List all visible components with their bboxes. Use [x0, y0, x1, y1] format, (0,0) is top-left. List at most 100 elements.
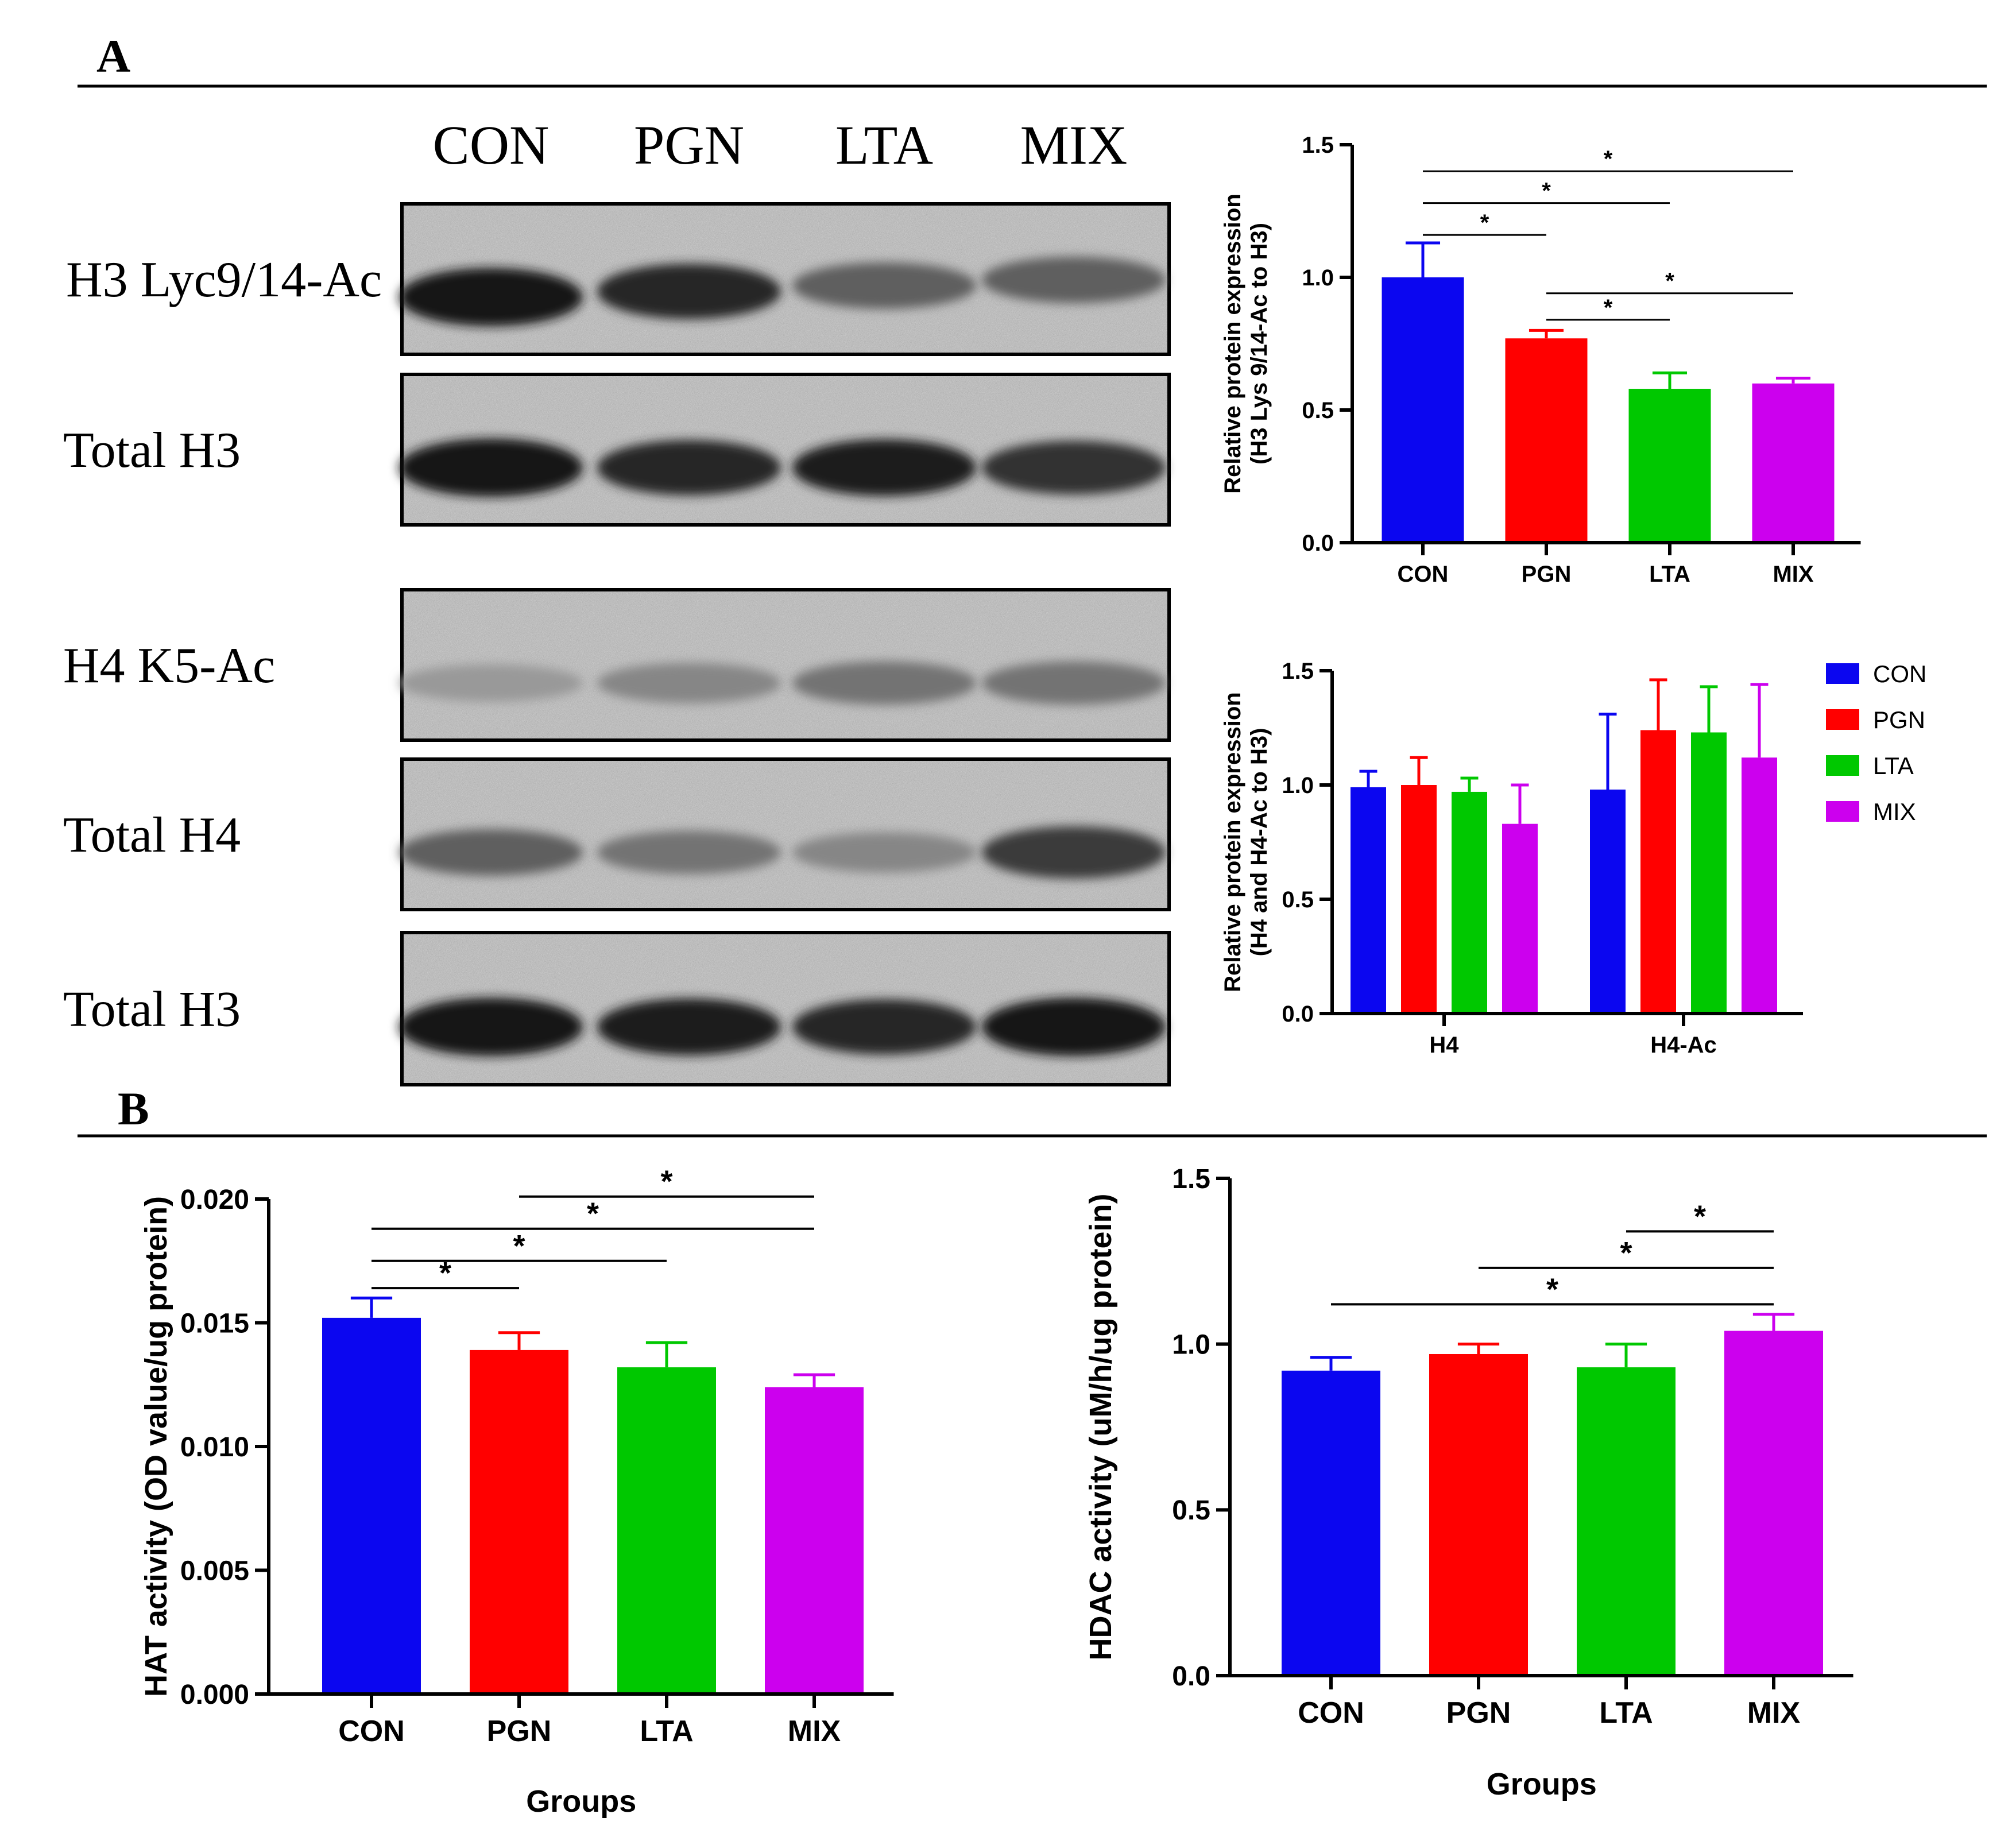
x-category-label: CON [1298, 1696, 1364, 1730]
blot-band [399, 997, 583, 1057]
significance-star: * [1604, 295, 1613, 320]
y-tick-label: 0.5 [1172, 1495, 1210, 1526]
blot-band [597, 998, 781, 1055]
y-tick-label: 0.005 [180, 1556, 249, 1586]
significance-star: * [587, 1197, 599, 1231]
bar-lta-h4 [1452, 791, 1487, 1014]
y-tick-label: 1.0 [1282, 773, 1314, 798]
bar-con-h4 [1351, 787, 1386, 1014]
bar-mix [1724, 1331, 1823, 1676]
blot-band [982, 440, 1166, 495]
blot-lane-label: PGN [634, 114, 744, 176]
panel-b-label: B [118, 1082, 149, 1135]
x-category-label: LTA [640, 1715, 693, 1748]
x-category-label: PGN [1522, 562, 1572, 587]
y-tick-label: 1.0 [1302, 265, 1334, 291]
significance-star: * [1542, 179, 1551, 204]
blot-band [399, 664, 583, 702]
x-category-label: H4 [1429, 1032, 1459, 1058]
western-blot: CON PGN LTA MIX H3 Lyc9/14-Ac Total H3 H4 K5-A… [63, 114, 1171, 1086]
blot-band [792, 661, 976, 705]
chart-h4-expression: 0.0 0.5 1.0 1.5 H4 H4-Ac Relative protein expr… [1220, 659, 1926, 1058]
blot-row-label: H4 K5-Ac [63, 638, 275, 694]
bar-lta [1577, 1367, 1676, 1676]
blot-band [982, 257, 1166, 303]
blot-row-label: H3 Lyc9/14-Ac [66, 252, 382, 308]
blot-band [597, 440, 781, 496]
blot-band [597, 830, 781, 875]
y-tick-label: 0.020 [180, 1185, 249, 1215]
blot-band [399, 438, 583, 497]
x-category-label: LTA [1649, 562, 1690, 587]
significance-star: * [439, 1256, 451, 1290]
blot-band [792, 832, 976, 873]
blot-lane-label: MIX [1020, 114, 1128, 176]
bar-pgn-h4 [1401, 785, 1437, 1014]
significance-star: * [1480, 210, 1489, 235]
chart-hdac-activity: 0.0 0.5 1.0 1.5 CON PGN LTA MIX * * * HDAC activity… [1084, 1164, 1854, 1801]
legend-swatch-con [1826, 663, 1859, 684]
bar-lta-h4-ac [1691, 732, 1727, 1014]
y-tick-label: 0.015 [180, 1308, 249, 1339]
blot-band [792, 262, 976, 309]
y-axis-label-line2: (H3 Lys 9/14-Ac to H3) [1247, 223, 1272, 465]
legend-label: MIX [1873, 798, 1916, 825]
blot-row-label: Total H3 [63, 982, 241, 1038]
chart-hat-activity: 0.000 0.005 0.010 0.015 0.020 CON PGN LTA MIX * * *… [139, 1165, 894, 1819]
bar-mix-h4-ac [1742, 757, 1777, 1014]
significance-star: * [660, 1165, 672, 1199]
legend-swatch-lta [1826, 755, 1859, 776]
panel-a-label: A [96, 30, 130, 82]
x-axis-label: Groups [1487, 1767, 1597, 1801]
y-axis-label: Relative protein expression [1220, 692, 1245, 992]
bar-con [1282, 1370, 1380, 1676]
blot-row-label: Total H3 [63, 423, 241, 478]
chart-h3-acetylation: 0.0 0.5 1.0 1.5 CON PGN LTA MIX * * * * * Relative pr… [1220, 133, 1861, 587]
bar-pgn-h4-ac [1640, 730, 1676, 1014]
y-tick-label: 0.5 [1302, 398, 1334, 423]
bar-pgn [470, 1349, 568, 1694]
y-tick-label: 1.0 [1172, 1329, 1210, 1360]
bar-lta [617, 1367, 716, 1694]
legend-label: PGN [1873, 706, 1925, 733]
x-category-label: PGN [1446, 1696, 1511, 1730]
y-tick-label: 0.000 [180, 1680, 249, 1710]
blot-band [982, 661, 1166, 705]
y-tick-label: 1.5 [1282, 659, 1314, 684]
blot-lane-label: LTA [835, 114, 933, 176]
y-tick-label: 0.010 [180, 1432, 249, 1463]
significance-star: * [1620, 1236, 1632, 1270]
blot-band [399, 829, 583, 876]
x-category-label: MIX [1773, 562, 1813, 587]
y-tick-label: 0.5 [1282, 887, 1314, 912]
x-axis-label: Groups [526, 1784, 636, 1819]
bar-mix [765, 1387, 864, 1694]
y-axis-label-line2: (H4 and H4-Ac to H3) [1247, 728, 1272, 957]
significance-star: * [513, 1229, 525, 1263]
bar-lta [1628, 389, 1711, 543]
blot-band [597, 264, 781, 319]
x-category-label: MIX [1747, 1696, 1801, 1730]
blot-band [792, 999, 976, 1055]
bar-mix-h4 [1502, 823, 1538, 1014]
y-tick-label: 0.0 [1282, 1001, 1314, 1027]
blot-lane-label: CON [433, 114, 550, 176]
bar-con [1382, 277, 1464, 543]
legend-label: LTA [1873, 752, 1914, 779]
x-category-label: H4-Ac [1650, 1032, 1717, 1058]
x-category-label: PGN [487, 1715, 552, 1748]
significance-star: * [1694, 1199, 1706, 1233]
blot-band [792, 439, 976, 496]
y-tick-label: 0.0 [1302, 531, 1334, 556]
x-category-label: CON [338, 1715, 405, 1748]
y-axis-label: HDAC activity (uM/h/ug protein) [1084, 1194, 1118, 1661]
legend-label: CON [1873, 660, 1926, 687]
x-category-label: MIX [788, 1715, 841, 1748]
bar-pgn [1429, 1353, 1528, 1676]
significance-star: * [1604, 146, 1613, 172]
blot-band [982, 997, 1166, 1057]
y-axis-label: HAT activity (OD value/ug protein) [139, 1196, 173, 1697]
bar-con [322, 1317, 421, 1694]
blot-band [597, 663, 781, 703]
